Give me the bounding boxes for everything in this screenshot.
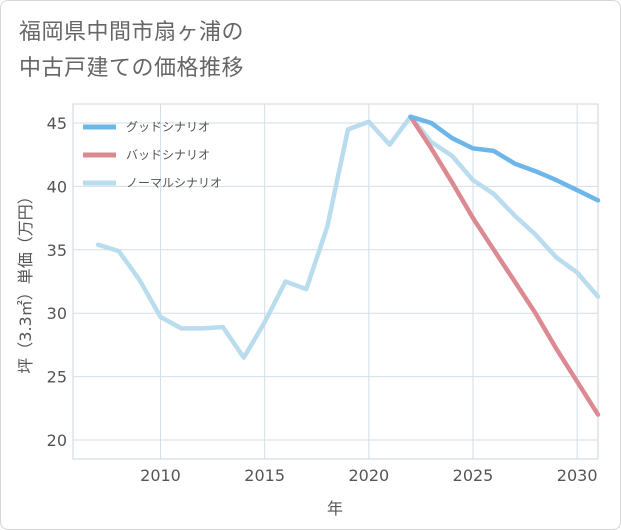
x-tick-label: 2030 — [557, 466, 598, 485]
x-tick-label: 2010 — [140, 466, 181, 485]
legend-label: バッドシナリオ — [126, 148, 210, 162]
y-tick-label: 35 — [47, 241, 67, 260]
x-tick-label: 2020 — [348, 466, 389, 485]
y-tick-label: 20 — [47, 431, 67, 450]
y-tick-label: 25 — [47, 368, 67, 387]
legend-label: グッドシナリオ — [126, 120, 210, 134]
y-tick-label: 45 — [47, 114, 67, 133]
bad-scenario-line — [408, 114, 601, 417]
normal-scenario-line — [95, 114, 601, 360]
legend-label: ノーマルシナリオ — [126, 176, 222, 190]
y-tick-label: 40 — [47, 177, 67, 196]
x-tick-label: 2015 — [244, 466, 285, 485]
legend-item-bad: バッドシナリオ — [83, 148, 210, 162]
y-tick-label: 30 — [47, 304, 67, 323]
legend-item-good: グッドシナリオ — [83, 120, 210, 134]
y-axis-label: 坪（3.3㎡）単価（万円） — [16, 188, 35, 373]
chart-title-line-1: 福岡県中間市扇ヶ浦の — [19, 20, 245, 45]
chart-title-line-2: 中古戸建ての価格推移 — [19, 56, 245, 81]
chart-title: 福岡県中間市扇ヶ浦の 中古戸建ての価格推移 — [19, 15, 244, 87]
x-axis-label: 年 — [327, 499, 343, 518]
good-scenario-line — [408, 114, 601, 203]
x-tick-label: 2025 — [453, 466, 494, 485]
series-lines — [95, 114, 601, 417]
legend-item-normal: ノーマルシナリオ — [83, 176, 222, 190]
